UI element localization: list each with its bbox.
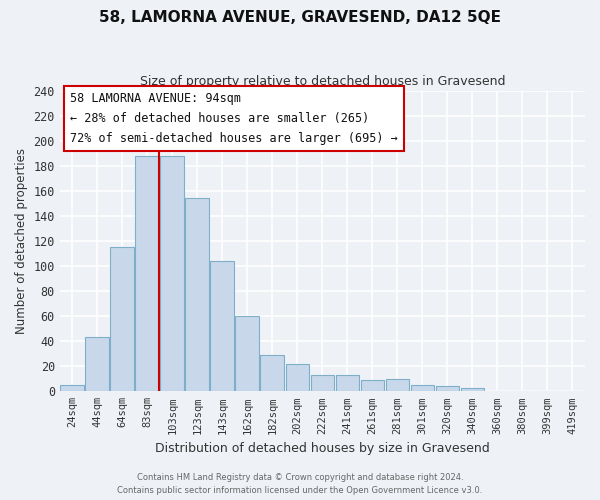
Bar	[461, 388, 484, 392]
Text: 58, LAMORNA AVENUE, GRAVESEND, DA12 5QE: 58, LAMORNA AVENUE, GRAVESEND, DA12 5QE	[99, 10, 501, 25]
Bar	[85, 338, 109, 392]
Bar	[61, 385, 84, 392]
Text: Contains HM Land Registry data © Crown copyright and database right 2024.
Contai: Contains HM Land Registry data © Crown c…	[118, 474, 482, 495]
Bar	[160, 156, 184, 392]
Bar	[410, 385, 434, 392]
Bar	[110, 247, 134, 392]
Bar	[311, 375, 334, 392]
Bar	[136, 156, 159, 392]
X-axis label: Distribution of detached houses by size in Gravesend: Distribution of detached houses by size …	[155, 442, 490, 455]
Bar	[286, 364, 309, 392]
Bar	[386, 379, 409, 392]
Bar	[185, 198, 209, 392]
Bar	[335, 375, 359, 392]
Bar	[235, 316, 259, 392]
Title: Size of property relative to detached houses in Gravesend: Size of property relative to detached ho…	[140, 75, 505, 88]
Bar	[211, 261, 234, 392]
Bar	[361, 380, 384, 392]
Bar	[436, 386, 460, 392]
Text: 58 LAMORNA AVENUE: 94sqm
← 28% of detached houses are smaller (265)
72% of semi-: 58 LAMORNA AVENUE: 94sqm ← 28% of detach…	[70, 92, 398, 145]
Bar	[260, 355, 284, 392]
Y-axis label: Number of detached properties: Number of detached properties	[15, 148, 28, 334]
